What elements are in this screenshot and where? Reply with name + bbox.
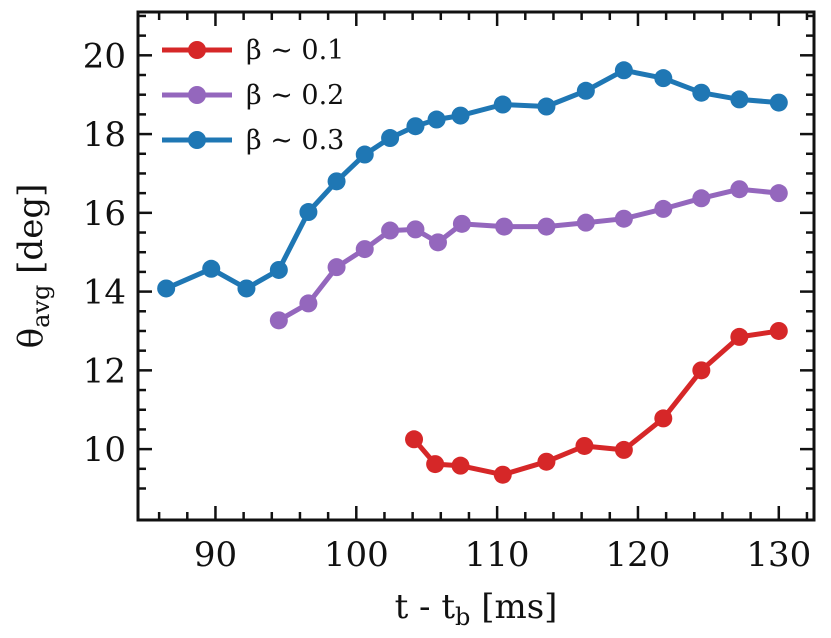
y-tick-label: 14 [83,273,126,313]
data-point [769,184,788,203]
data-point [381,129,400,148]
y-tick-label: 16 [83,194,126,234]
data-point [237,279,256,298]
data-point [654,199,673,218]
data-point [730,90,749,109]
data-point [769,321,788,340]
data-point [493,95,512,114]
data-point [451,106,470,125]
data-point [576,81,595,100]
legend-label: β ~ 0.1 [246,35,344,66]
data-point [299,203,318,222]
data-point [654,409,673,428]
y-axis-title: θavg [deg] [11,184,55,349]
plot-frame [136,10,816,522]
x-tick-label: 90 [194,535,237,575]
data-point [692,361,711,380]
y-tick-label: 12 [83,351,126,391]
data-point [614,209,633,228]
data-point [537,217,556,236]
data-point [654,69,673,88]
legend: β ~ 0.1 β ~ 0.2 β ~ 0.3 [162,35,344,156]
series-layer [157,61,788,484]
y-tick-label: 20 [83,36,126,76]
legend-marker [188,86,206,104]
data-point [157,279,176,298]
plot-area [136,10,816,522]
x-tick-label: 130 [746,535,811,575]
data-point [406,117,425,136]
data-point [730,327,749,346]
data-point [406,220,425,239]
data-point [614,440,633,459]
data-point [495,217,514,236]
legend-label: β ~ 0.2 [246,80,344,111]
data-point [427,110,446,129]
data-point [269,260,288,279]
data-point [769,93,788,112]
data-point [381,221,400,240]
series-line [277,186,780,323]
data-point [537,452,556,471]
data-point [299,294,318,313]
data-point [327,258,346,277]
y-tick-label: 18 [83,115,126,155]
legend-label: β ~ 0.3 [246,125,344,156]
data-point [576,213,595,232]
data-point [327,172,346,191]
data-point [575,436,594,455]
legend-marker [188,41,206,59]
data-point [493,465,512,484]
data-point [692,189,711,208]
y-tick-label: 10 [83,430,126,470]
legend-marker [188,131,206,149]
data-point [355,240,374,259]
data-point [451,456,470,475]
data-point [537,97,556,116]
series-line [412,328,780,478]
x-tick-label: 120 [606,535,671,575]
x-axis-title: t - tb [ms] [395,587,558,631]
ticks-layer [138,12,814,520]
data-point [428,233,447,252]
data-point [692,83,711,102]
data-point [355,145,374,164]
x-tick-label: 100 [324,535,389,575]
data-point [202,259,221,278]
data-point [614,61,633,80]
data-point [269,311,288,330]
x-tick-label: 110 [465,535,530,575]
data-point [405,430,424,449]
data-point [730,180,749,199]
data-point [452,214,471,233]
tick-labels: 90 100 110 120 130 10 12 14 16 18 20 [83,36,812,575]
data-point [426,455,445,474]
